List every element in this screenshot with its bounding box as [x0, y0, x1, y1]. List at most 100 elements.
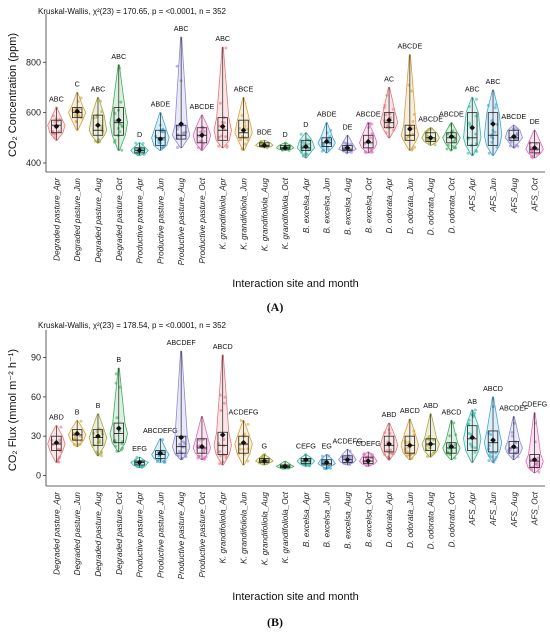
category-group: ABCDE B. excelsa_Oct: [356, 110, 381, 233]
category-group: ABCDEF AFS_Aug: [499, 404, 529, 529]
data-point: [176, 146, 179, 149]
data-point: [534, 462, 538, 466]
mean-marker: [344, 456, 351, 463]
x-tick-label: K. grandifoliola_Apr: [219, 492, 228, 564]
data-point: [391, 107, 395, 111]
iqr-box: [363, 134, 374, 149]
data-point: [304, 453, 307, 457]
mean-marker: [282, 145, 288, 151]
data-point: [99, 450, 103, 454]
category-group: B Degraded pasture_Oct: [109, 355, 128, 575]
x-tick-label: B. excelsa_Jun: [323, 492, 332, 548]
mean-marker: [240, 439, 247, 446]
mean-marker: [407, 126, 413, 132]
data-point: [197, 454, 201, 458]
x-tick-label: D. odorata_Oct: [447, 177, 456, 233]
category-group: EG B. excelsa_Jun: [317, 442, 336, 548]
mean-marker: [157, 136, 164, 142]
x-tick-label: Degraded pasture_Apr: [52, 492, 61, 575]
iqr-box: [467, 112, 478, 146]
iqr-box: [487, 112, 499, 146]
significance-letter: ABC: [465, 85, 480, 94]
x-tick-label: K. grandifoliola_Oct: [281, 491, 290, 563]
x-tick-label: Productive pasture_Jun: [156, 492, 165, 578]
data-point: [114, 372, 118, 376]
x-tick-label: B. excelsa_Apr: [302, 492, 311, 547]
data-point: [508, 144, 512, 148]
significance-letter: D: [137, 130, 142, 139]
x-tick-label: B. excelsa_Jun: [323, 178, 332, 234]
x-tick-label: Degraded pasture_Apr: [52, 178, 61, 261]
significance-letter: CEFG: [296, 442, 316, 451]
data-point: [219, 409, 223, 412]
data-point: [490, 140, 494, 144]
data-point: [78, 442, 82, 446]
data-point: [384, 131, 388, 135]
significance-letter: EG: [321, 442, 332, 451]
mean-marker: [365, 458, 372, 464]
category-group: G K. grandifoliola_Aug: [254, 442, 274, 565]
iqr-box: [404, 124, 416, 141]
significance-letter: D: [303, 120, 308, 129]
category-group: ABC Productive pasture_Aug: [171, 24, 191, 265]
mean-marker: [303, 143, 309, 150]
data-point: [202, 129, 206, 133]
x-tick-label: B. excelsa_Apr: [302, 178, 311, 233]
y-axis-label: CO₂ Concentration (ppm): [7, 33, 19, 157]
category-group: ABC K. grandifoliola_Apr: [213, 34, 232, 250]
data-point: [494, 455, 498, 459]
data-point: [516, 455, 520, 459]
data-point: [514, 441, 518, 445]
data-point: [52, 131, 56, 135]
mean-marker: [531, 456, 538, 463]
y-tick-label: 90: [31, 353, 41, 363]
data-point: [453, 456, 457, 460]
category-group: ABCD D. odorata_Oct: [441, 407, 461, 547]
data-point: [162, 130, 166, 134]
data-point: [141, 142, 145, 145]
data-point: [177, 124, 181, 128]
y-tick-label: 600: [26, 108, 41, 118]
y-tick-label: 800: [26, 57, 41, 67]
significance-letter: ABC: [91, 85, 106, 94]
category-group: ABCD AFS_Jun: [483, 384, 503, 527]
data-point: [412, 429, 416, 433]
data-point: [57, 130, 61, 134]
data-point: [327, 454, 331, 458]
data-point: [362, 453, 366, 457]
significance-letter: B: [75, 407, 80, 416]
data-point: [218, 462, 222, 466]
data-point: [490, 119, 494, 123]
data-point: [509, 140, 513, 144]
data-point: [79, 96, 83, 100]
data-point: [369, 452, 373, 456]
data-point: [201, 142, 205, 146]
mean-marker: [115, 425, 122, 432]
data-point: [72, 437, 76, 441]
x-tick-label: Degraded pasture_Oct: [115, 177, 124, 261]
data-point: [474, 149, 478, 153]
data-point: [51, 114, 55, 118]
x-tick-label: Degraded pasture_Oct: [115, 491, 124, 575]
x-tick-label: Degraded pasture_Jun: [73, 178, 82, 262]
category-group: CDEFG B. excelsa_Oct: [356, 439, 382, 547]
category-group: DE B. excelsa_Aug: [338, 122, 357, 235]
data-point: [118, 385, 122, 389]
data-point: [493, 130, 497, 134]
data-point: [384, 113, 388, 117]
data-point: [287, 148, 291, 152]
x-tick-label: AFS_Apr: [468, 492, 477, 526]
data-point: [135, 465, 139, 469]
mean-marker: [427, 134, 434, 141]
data-point: [239, 419, 243, 422]
x-tick-label: K. grandifoliola_Apr: [219, 178, 228, 250]
data-point: [142, 153, 146, 156]
significance-letter: ABC: [111, 52, 126, 61]
data-point: [495, 145, 499, 149]
data-point: [410, 457, 414, 460]
data-point: [299, 132, 303, 136]
x-tick-label: B. excelsa_Aug: [343, 178, 352, 235]
data-point: [392, 128, 396, 132]
data-point: [183, 442, 187, 446]
data-point: [470, 444, 474, 448]
